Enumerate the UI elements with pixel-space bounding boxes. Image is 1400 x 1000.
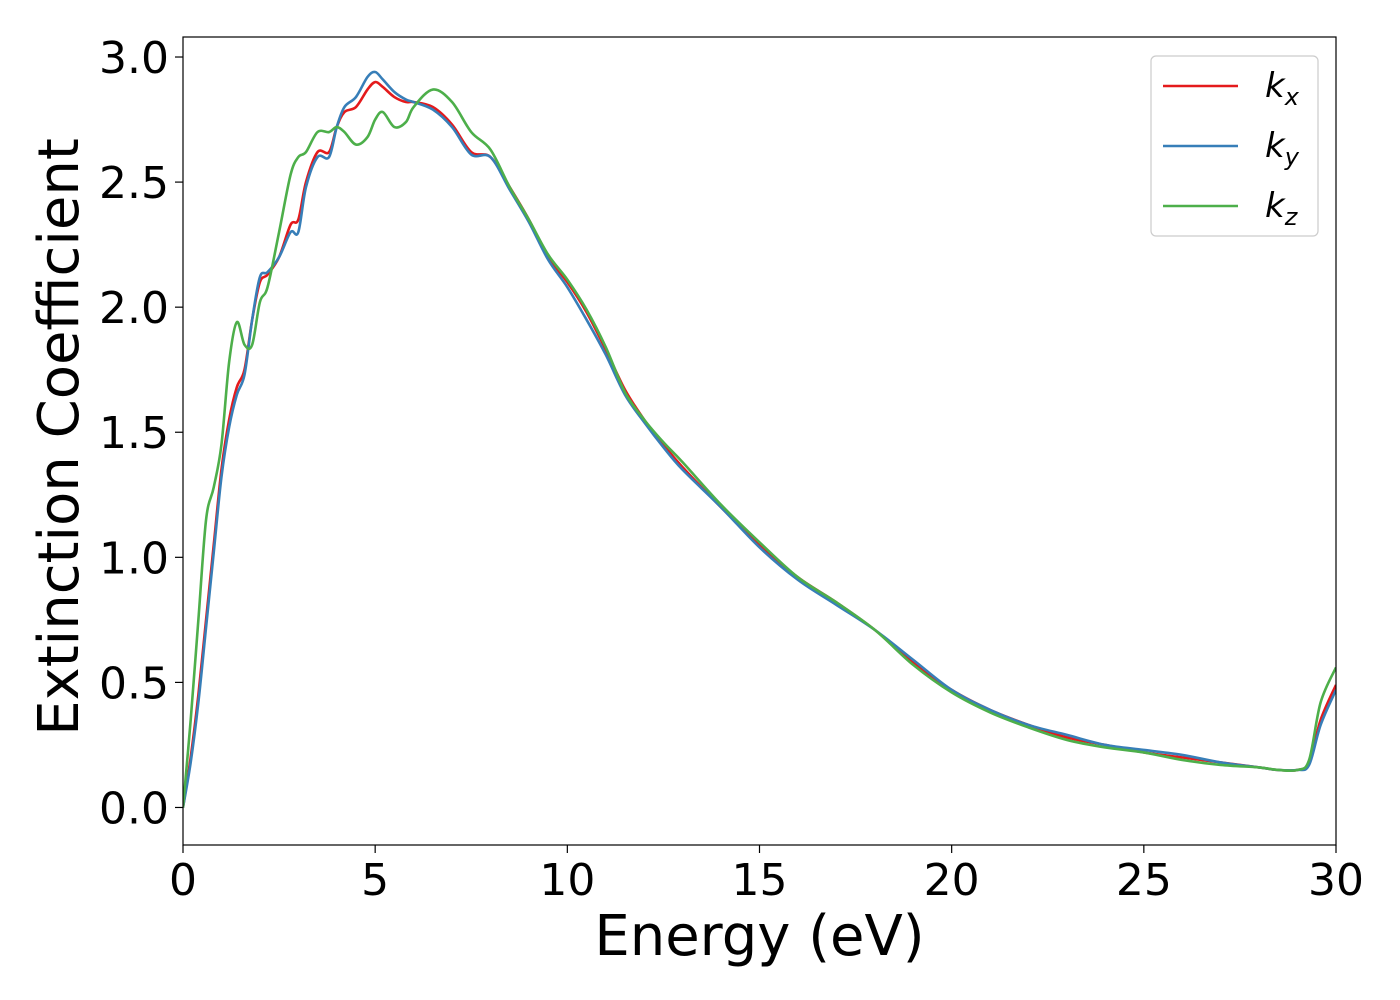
x-tick-label: 5 [361, 855, 389, 906]
y-axis-title: Extinction Coefficient [27, 138, 92, 736]
y-tick-label: 0.0 [99, 783, 169, 834]
x-tick-label: 0 [169, 855, 197, 906]
x-axis: 0 5 10 15 20 25 30 [169, 845, 1364, 906]
y-tick-label: 3.0 [99, 33, 169, 84]
x-tick-label: 20 [924, 855, 980, 906]
y-tick-label: 1.5 [99, 408, 169, 459]
x-axis-title: Energy (eV) [594, 904, 924, 969]
series-layer [183, 70, 1336, 808]
y-axis: 0.0 0.5 1.0 1.5 2.0 2.5 3.0 [99, 33, 183, 834]
x-tick-label: 10 [539, 855, 595, 906]
x-tick-label: 15 [732, 855, 788, 906]
legend-label-ky: ky [1265, 126, 1300, 171]
legend-label-kx: kx [1265, 66, 1300, 111]
legend-label-kz: kz [1265, 186, 1299, 231]
x-tick-label: 30 [1308, 855, 1364, 906]
y-tick-label: 0.5 [99, 658, 169, 709]
y-tick-label: 2.5 [99, 158, 169, 209]
x-tick-label: 25 [1116, 855, 1172, 906]
legend: kx ky kz [1150, 55, 1319, 237]
series-line-kz [183, 88, 1336, 808]
y-tick-label: 1.0 [99, 533, 169, 584]
series-line-ky [183, 70, 1336, 808]
y-tick-label: 2.0 [99, 283, 169, 334]
